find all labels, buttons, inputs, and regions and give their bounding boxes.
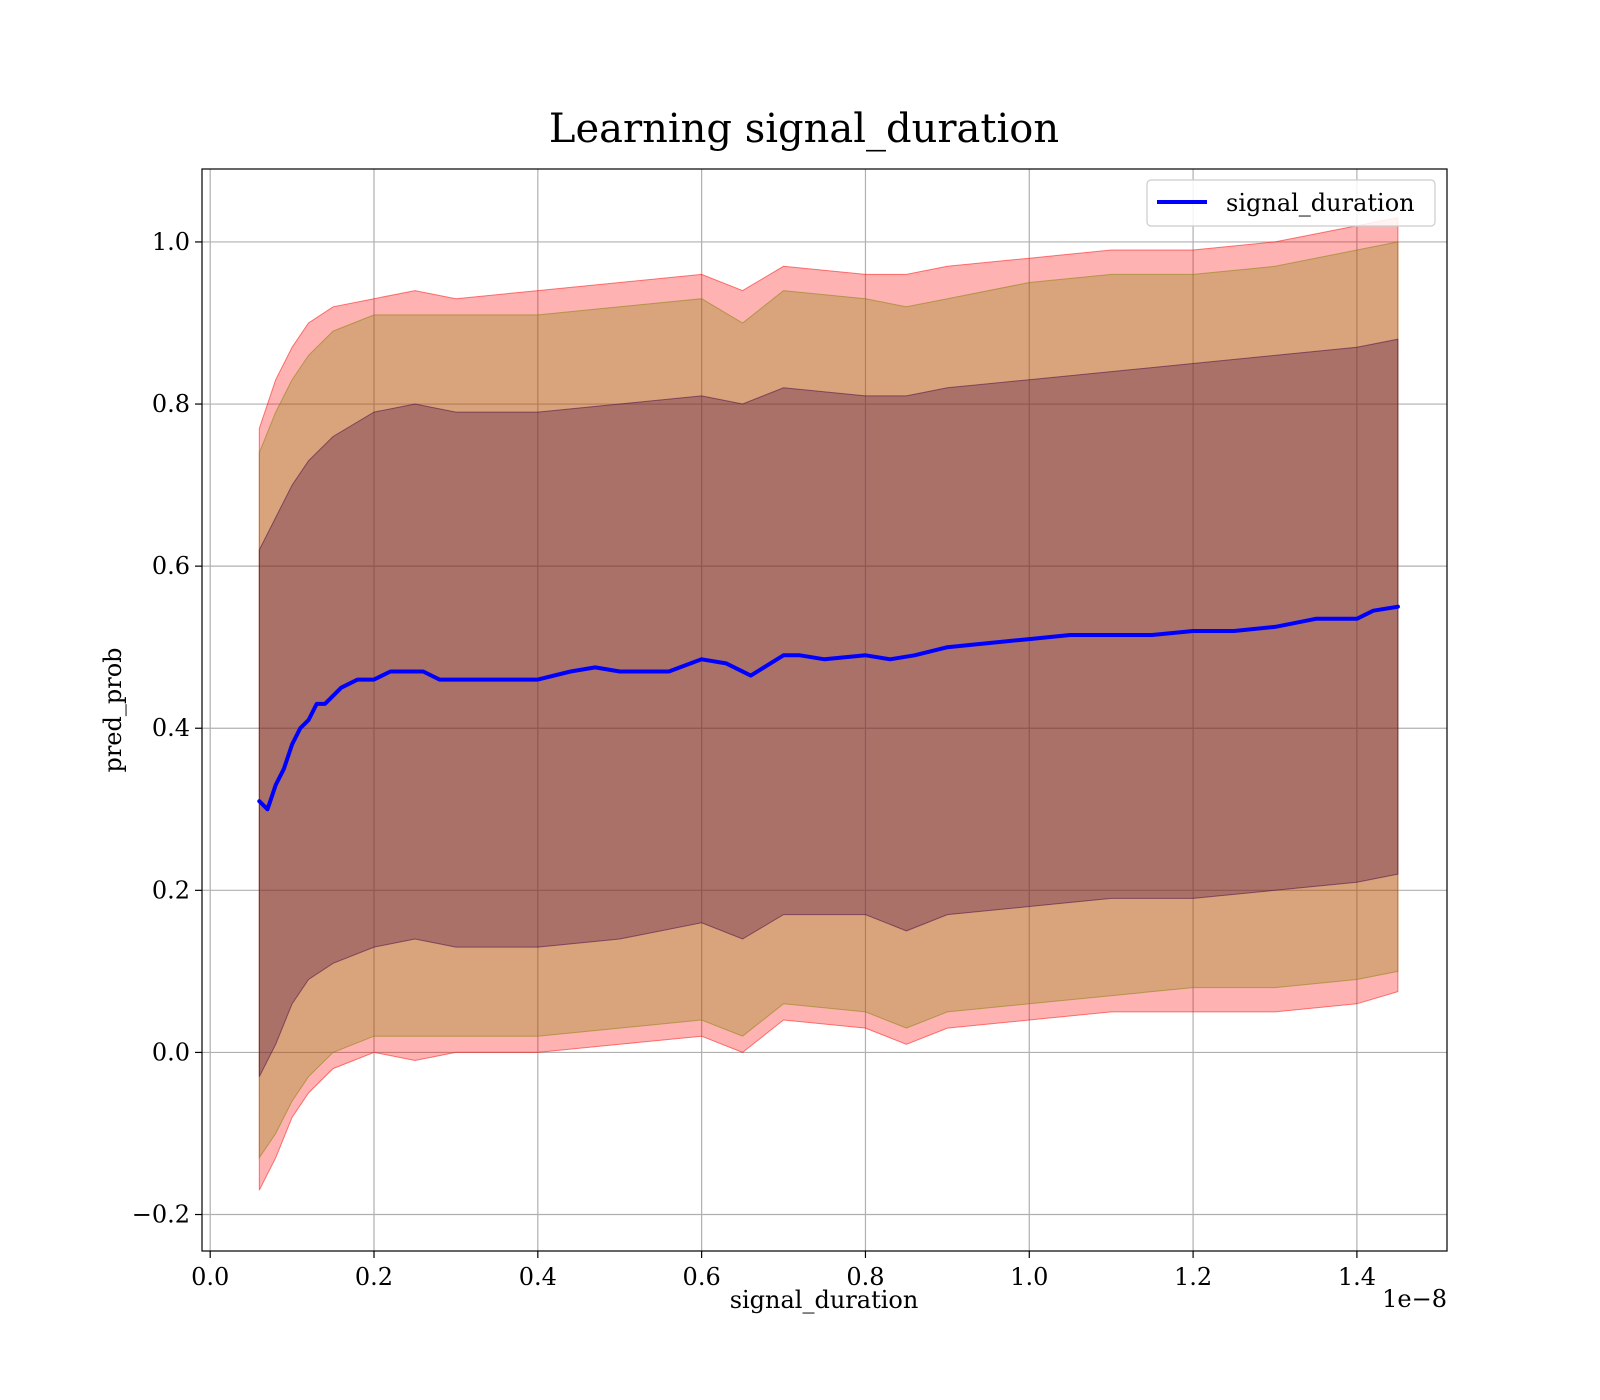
x-axis-offset-text: 1e−8	[1382, 1285, 1447, 1313]
legend-label: signal_duration	[1226, 189, 1415, 217]
x-tick-label: 0.0	[191, 1263, 229, 1291]
x-tick-label: 0.6	[683, 1263, 721, 1291]
plot-background	[202, 169, 1447, 1251]
legend: signal_duration	[1146, 179, 1436, 227]
x-tick-label: 1.0	[1010, 1263, 1048, 1291]
x-tick-label: 0.4	[519, 1263, 557, 1291]
y-tick-label: 0.6	[152, 552, 190, 580]
y-tick-label: −0.2	[132, 1201, 190, 1229]
y-tick-label: 0.4	[152, 714, 190, 742]
y-tick-label: 0.0	[152, 1038, 190, 1066]
y-tick-label: 0.8	[152, 390, 190, 418]
x-axis: 0.0 0.2 0.4 0.6 0.8 1.0 1.2 1.4	[191, 1251, 1376, 1291]
y-axis: −0.2 0.0 0.2 0.4 0.6 0.8 1.0	[132, 228, 202, 1229]
chart-title: Learning signal_duration	[549, 106, 1059, 152]
x-tick-label: 1.4	[1338, 1263, 1376, 1291]
band-middle	[258, 241, 1399, 1160]
series-line-signal_duration	[257, 604, 1400, 812]
band-outer	[258, 216, 1399, 1191]
legend-box	[1146, 179, 1436, 227]
confidence-bands	[258, 216, 1399, 1191]
y-tick-label: 0.2	[152, 876, 190, 904]
x-tick-label: 0.8	[846, 1263, 884, 1291]
y-tick-label: 1.0	[152, 228, 190, 256]
band-inner	[258, 338, 1399, 1077]
grid	[202, 169, 1447, 1251]
plot-frame	[201, 168, 1448, 1252]
x-tick-label: 0.2	[355, 1263, 393, 1291]
x-axis-label: signal_duration	[730, 1286, 919, 1314]
y-axis-label: pred_prob	[99, 647, 127, 772]
plot-area	[201, 168, 1448, 1252]
x-tick-label: 1.2	[1174, 1263, 1212, 1291]
series-lines	[257, 604, 1400, 812]
